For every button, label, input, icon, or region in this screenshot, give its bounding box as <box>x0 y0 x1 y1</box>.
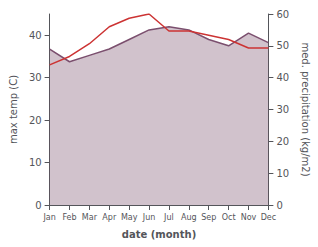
svg-text:Sep: Sep <box>201 213 216 222</box>
svg-text:max temp (C): max temp (C) <box>8 75 19 144</box>
svg-text:Aug: Aug <box>181 213 197 222</box>
svg-text:0: 0 <box>35 200 41 211</box>
svg-text:Feb: Feb <box>62 213 76 222</box>
svg-text:30: 30 <box>29 72 42 83</box>
svg-text:40: 40 <box>29 30 42 41</box>
svg-text:20: 20 <box>29 115 42 126</box>
svg-text:Mar: Mar <box>82 213 98 222</box>
svg-text:Jun: Jun <box>142 213 156 222</box>
svg-text:Oct: Oct <box>222 213 236 222</box>
svg-text:date (month): date (month) <box>122 229 196 240</box>
svg-text:med. precipitation (kg/m2): med. precipitation (kg/m2) <box>300 42 311 176</box>
svg-text:20: 20 <box>276 136 289 147</box>
svg-text:50: 50 <box>276 40 289 51</box>
svg-text:May: May <box>121 213 138 222</box>
svg-text:60: 60 <box>276 9 289 20</box>
svg-text:10: 10 <box>29 157 42 168</box>
svg-text:Jan: Jan <box>42 213 55 222</box>
svg-text:Apr: Apr <box>102 213 117 222</box>
svg-text:0: 0 <box>276 200 282 211</box>
svg-text:Jul: Jul <box>163 213 174 222</box>
svg-text:30: 30 <box>276 104 289 115</box>
svg-text:Nov: Nov <box>241 213 257 222</box>
svg-text:10: 10 <box>276 168 289 179</box>
svg-text:40: 40 <box>276 72 289 83</box>
svg-text:Dec: Dec <box>261 213 276 222</box>
